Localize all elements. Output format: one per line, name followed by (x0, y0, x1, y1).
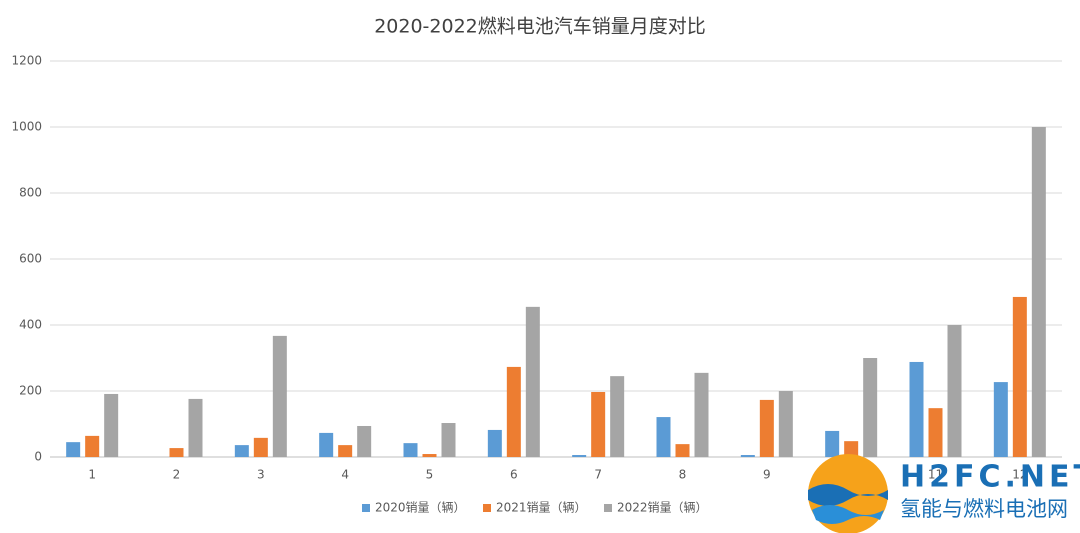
x-tick-label: 2 (173, 468, 181, 482)
y-tick-label: 1200 (11, 54, 42, 68)
bar (572, 455, 587, 457)
bar (909, 361, 924, 457)
bar (338, 445, 353, 457)
y-tick-label: 200 (19, 384, 42, 398)
y-tick-label: 800 (19, 186, 42, 200)
logo-wave (812, 505, 884, 524)
x-tick-label: 5 (426, 468, 434, 482)
bar (188, 398, 203, 457)
bar (357, 425, 372, 457)
bar (234, 445, 249, 457)
bar (759, 399, 774, 457)
bar (928, 408, 943, 457)
bar (169, 448, 184, 457)
bar (272, 335, 287, 457)
watermark: H2FC.NET 氢能与燃料电池网 (808, 454, 1080, 533)
x-tick-label: 8 (679, 468, 687, 482)
x-tick-label: 6 (510, 468, 518, 482)
bar (993, 382, 1008, 457)
bar (656, 417, 671, 457)
y-tick-label: 400 (19, 318, 42, 332)
legend-swatch (604, 504, 612, 512)
bar (1012, 296, 1027, 457)
y-tick-label: 600 (19, 252, 42, 266)
x-tick-label: 11 (928, 468, 943, 482)
bar (947, 325, 962, 457)
bar (1031, 127, 1046, 457)
bar (778, 391, 793, 457)
chart-title: 2020-2022燃料电池汽车销量月度对比 (374, 16, 706, 38)
bar (740, 455, 755, 457)
x-tick-label: 4 (341, 468, 349, 482)
bar (844, 441, 859, 457)
bar (66, 442, 81, 457)
legend-label: 2020销量（辆） (375, 501, 466, 515)
x-tick-label: 3 (257, 468, 265, 482)
bar (694, 372, 709, 457)
bar (253, 437, 268, 457)
x-tick-label: 9 (763, 468, 771, 482)
bar (422, 454, 437, 457)
x-tick-label: 7 (594, 468, 602, 482)
bar (487, 429, 502, 457)
bar (85, 435, 100, 457)
watermark-name: 氢能与燃料电池网 (900, 497, 1068, 521)
bar (104, 393, 119, 457)
bar (863, 358, 878, 457)
bar (591, 391, 606, 457)
logo-wave (808, 484, 888, 506)
bar (825, 430, 840, 457)
x-tick-label: 1 (88, 468, 96, 482)
bar (506, 366, 521, 457)
x-tick-label: 12 (1012, 468, 1027, 482)
legend-swatch (483, 504, 491, 512)
y-tick-label: 1000 (11, 120, 42, 134)
bar (610, 376, 625, 457)
bar (319, 432, 334, 457)
watermark-logo: H2FC.NET (900, 460, 1080, 495)
y-tick-label: 0 (34, 450, 42, 464)
bar (441, 423, 456, 457)
bar (525, 306, 540, 457)
legend-label: 2021销量（辆） (496, 501, 587, 515)
bar (403, 443, 418, 457)
legend-label: 2022销量（辆） (617, 501, 708, 515)
bar (675, 444, 690, 457)
legend-swatch (362, 504, 370, 512)
